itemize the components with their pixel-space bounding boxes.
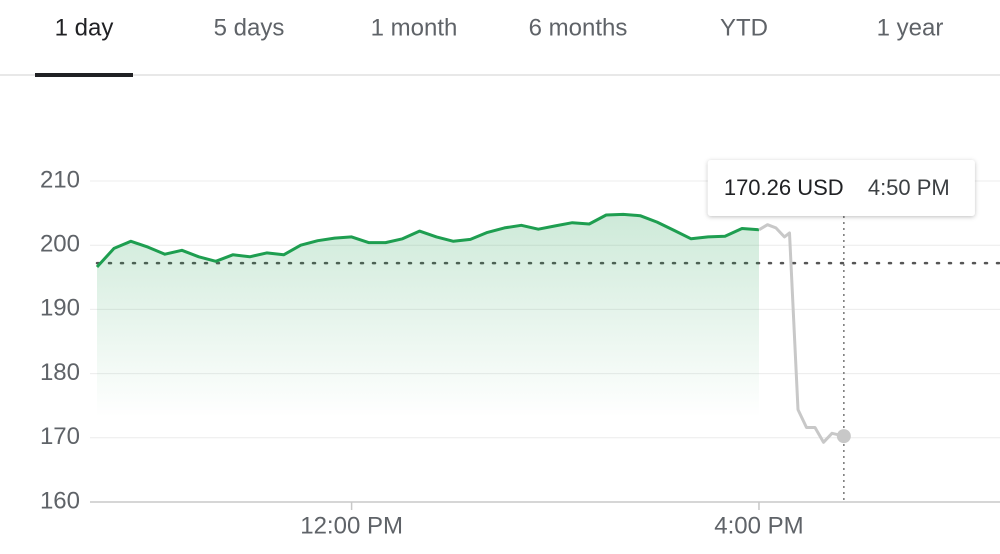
x-tick-label: 4:00 PM xyxy=(714,512,803,539)
tab-underline xyxy=(35,73,133,77)
price-line xyxy=(95,212,760,269)
area xyxy=(97,214,759,417)
tooltip-price: 170.26 USD xyxy=(724,175,844,200)
tab[interactable]: 1 day xyxy=(55,14,114,41)
y-tick-label: 160 xyxy=(40,487,80,514)
tooltip-box xyxy=(707,160,975,216)
y-tick-label: 200 xyxy=(40,231,80,258)
tab[interactable]: 1 month xyxy=(371,14,458,41)
y-tick-label: 210 xyxy=(40,166,80,193)
hover-point xyxy=(836,429,851,444)
y-tick-label: 180 xyxy=(40,359,80,386)
y-tick-label: 170 xyxy=(40,423,80,450)
price-line xyxy=(758,223,845,444)
tab[interactable]: 6 months xyxy=(529,14,628,41)
tab[interactable]: 5 days xyxy=(214,14,285,41)
tab[interactable]: 1 year xyxy=(877,14,944,41)
x-tick-label: 12:00 PM xyxy=(300,512,403,539)
tooltip-time: 4:50 PM xyxy=(868,175,950,200)
tab[interactable]: YTD xyxy=(720,14,768,41)
y-tick-label: 190 xyxy=(40,295,80,322)
